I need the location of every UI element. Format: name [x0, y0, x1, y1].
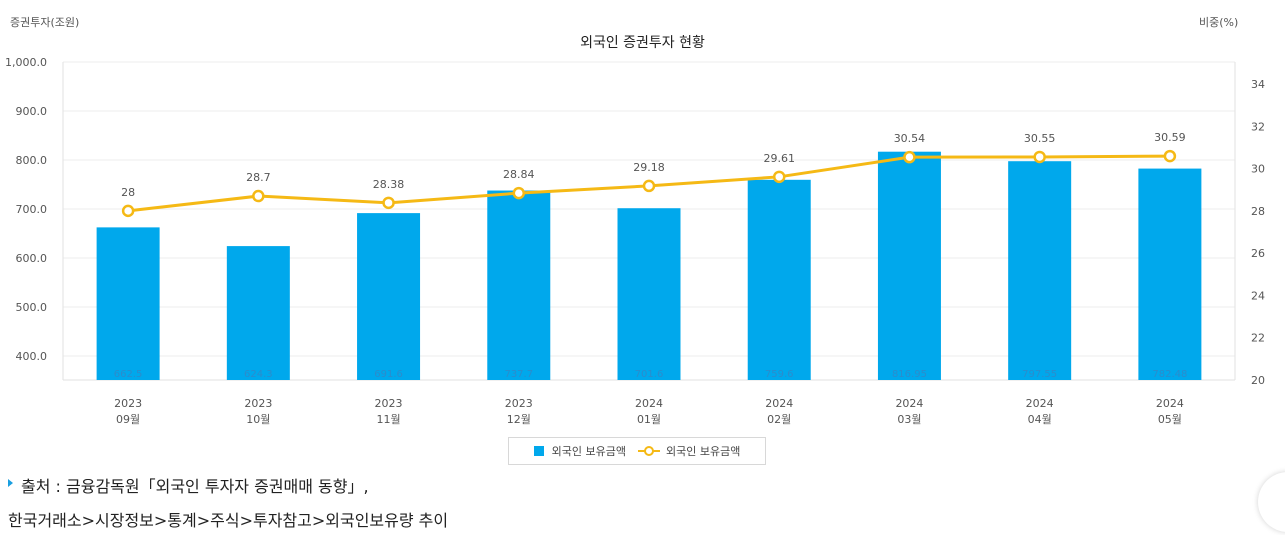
line-value-label: 29.61 [763, 152, 795, 165]
bar [877, 151, 941, 380]
bar-value-label: 701.6 [635, 369, 664, 380]
bar [487, 190, 551, 380]
bar-value-label: 737.7 [504, 369, 533, 380]
line-point [121, 204, 135, 218]
bar [96, 227, 160, 380]
line-point [1033, 150, 1046, 164]
legend-bar-swatch [533, 446, 544, 456]
x-tick-label: 2024 [635, 397, 663, 410]
line-value-label: 30.54 [894, 132, 926, 145]
legend-line-swatch [638, 446, 660, 456]
source-line-1: 출처 : 금융감독원「외국인 투자자 증권매매 동향」, [21, 477, 369, 496]
y1-axis-unit: 증권투자(조원) [10, 16, 80, 29]
x-tick-label: 2024 [1156, 397, 1184, 410]
line-point [512, 186, 526, 200]
floating-action-button[interactable] [1258, 472, 1285, 532]
y2-tick-label: 34 [1251, 78, 1265, 91]
bar-value-label: 782.48 [1152, 369, 1187, 380]
x-tick-label: 05월 [1158, 413, 1182, 426]
x-tick-label: 2023 [244, 397, 272, 410]
line-value-label: 30.59 [1154, 131, 1186, 144]
x-tick-label: 2024 [765, 397, 793, 410]
x-tick-label: 11월 [376, 413, 400, 426]
y2-tick-label: 22 [1251, 332, 1265, 345]
y2-tick-label: 24 [1251, 289, 1265, 302]
source-path: 한국거래소>시장정보>통계>주식>투자참고>외국인보유량 추이 [8, 511, 449, 530]
y1-tick-label: 1,000.0 [5, 56, 47, 69]
bar [617, 208, 681, 380]
x-tick-label: 2023 [375, 397, 403, 410]
line-value-label: 29.18 [633, 161, 665, 174]
y2-tick-label: 26 [1251, 247, 1265, 260]
legend-bar-label: 외국인 보유금액 [551, 445, 626, 458]
line-value-label: 28 [121, 186, 135, 199]
bar-value-label: 759.6 [765, 369, 794, 380]
line-value-label: 28.84 [503, 168, 535, 181]
line-point [772, 170, 786, 184]
y2-tick-label: 28 [1251, 205, 1265, 218]
legend-item-bar[interactable]: 외국인 보유금액 [533, 443, 626, 459]
x-tick-label: 01월 [637, 413, 661, 426]
x-tick-label: 10월 [246, 413, 270, 426]
bar [226, 246, 290, 380]
y2-axis-unit: 비중(%) [1199, 16, 1239, 29]
line-value-label: 28.7 [246, 171, 271, 184]
y1-tick-label: 900.0 [16, 105, 48, 118]
x-tick-label: 12월 [507, 413, 531, 426]
x-tick-label: 2024 [1026, 397, 1054, 410]
line-point [903, 150, 916, 164]
bar-value-label: 797.55 [1022, 369, 1057, 380]
line-point [382, 196, 395, 210]
line-point [1163, 149, 1177, 163]
line-value-label: 30.55 [1024, 132, 1056, 145]
bar-value-label: 816.95 [892, 369, 927, 380]
line-point [642, 179, 656, 193]
y1-tick-label: 500.0 [16, 301, 48, 314]
x-tick-label: 2023 [114, 397, 142, 410]
x-tick-label: 02월 [767, 413, 791, 426]
x-tick-label: 2023 [505, 397, 533, 410]
chart-title: 외국인 증권투자 현황 [580, 35, 705, 51]
legend-item-line[interactable]: 외국인 보유금액 [638, 443, 740, 459]
line-value-label: 28.38 [373, 178, 405, 191]
legend-line-label: 외국인 보유금액 [666, 445, 741, 458]
line-point [252, 189, 265, 203]
bar [1008, 161, 1072, 380]
x-tick-label: 03월 [897, 413, 921, 426]
bar [357, 213, 421, 380]
y1-tick-label: 600.0 [16, 252, 48, 265]
x-tick-label: 2024 [895, 397, 923, 410]
chart-plot: 1,000.0 900.0 800.0 700.0 600.0 500.0 400.0 34 3… [5, 56, 1265, 426]
bullet-arrow-icon [8, 478, 13, 487]
bar [1138, 168, 1202, 380]
source-note: 출처 : 금융감독원「외국인 투자자 증권매매 동향」, [8, 473, 369, 497]
x-tick-label: 09월 [116, 413, 140, 426]
bar-value-label: 691.6 [374, 369, 403, 380]
y2-tick-label: 32 [1251, 120, 1265, 133]
y2-tick-label: 30 [1251, 163, 1265, 176]
x-tick-label: 04월 [1028, 413, 1052, 426]
bar [747, 179, 811, 380]
y1-tick-label: 700.0 [16, 203, 48, 216]
bar-value-label: 662.5 [114, 369, 143, 380]
y1-tick-label: 800.0 [16, 154, 48, 167]
bar-value-label: 624.3 [244, 369, 273, 380]
y2-tick-label: 20 [1251, 374, 1265, 387]
chart-legend: 외국인 보유금액 외국인 보유금액 [508, 437, 766, 465]
y1-tick-label: 400.0 [16, 350, 48, 363]
